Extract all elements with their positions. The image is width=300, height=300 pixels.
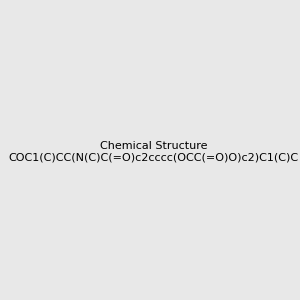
Text: Chemical Structure
COC1(C)CC(N(C)C(=O)c2cccc(OCC(=O)O)c2)C1(C)C: Chemical Structure COC1(C)CC(N(C)C(=O)c2… (9, 141, 299, 162)
